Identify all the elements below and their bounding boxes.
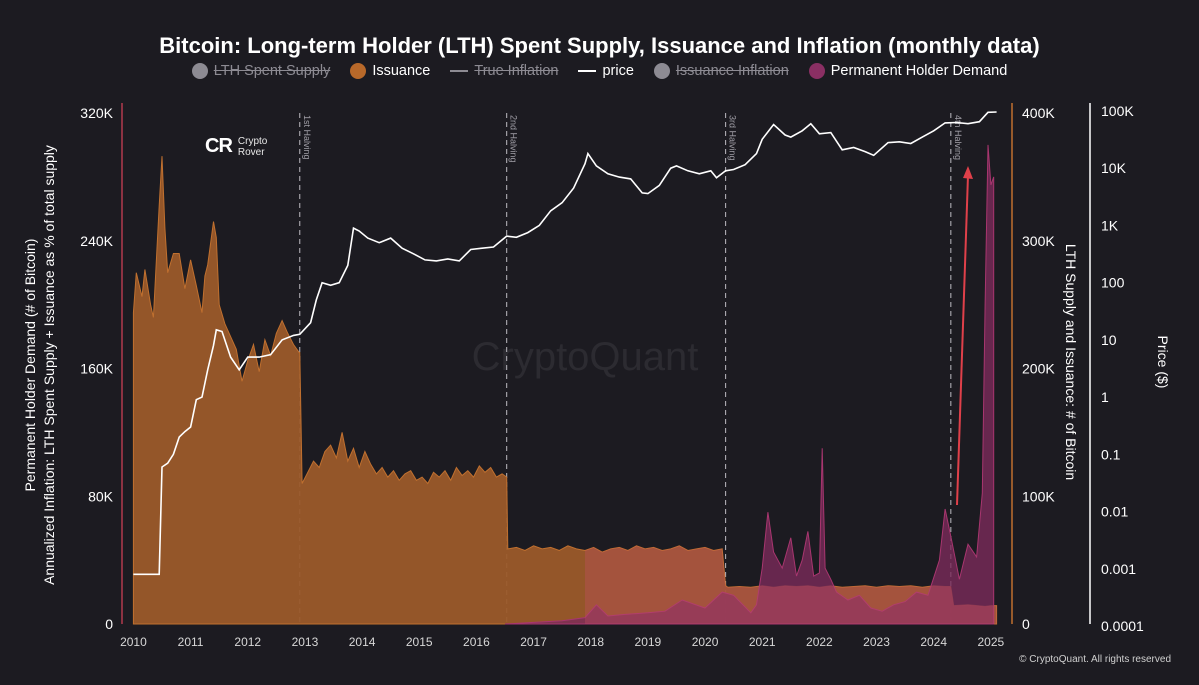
- right-tick-label: 300K: [1022, 233, 1055, 249]
- copyright-notice: © CryptoQuant. All rights reserved: [1019, 654, 1171, 665]
- halving-label: 4th Halving: [953, 115, 963, 160]
- halving-label: 2nd Halving: [509, 115, 519, 163]
- legend-label: Permanent Holder Demand: [830, 63, 1008, 79]
- legend-label: Issuance: [372, 63, 431, 79]
- issuance-demand-overlap: [585, 545, 997, 624]
- left-tick-label: 160K: [80, 361, 113, 377]
- x-tick-label: 2014: [349, 635, 376, 649]
- legend-swatch: [653, 63, 670, 79]
- x-tick-label: 2017: [520, 635, 547, 649]
- price-tick-label: 0.001: [1101, 561, 1136, 577]
- x-tick-label: 2025: [978, 635, 1005, 649]
- legend: LTH Spent Supply Issuance True Inflation pr…: [0, 63, 1199, 79]
- issuance-area: [132, 156, 998, 625]
- permanent-holder-demand-area: [504, 144, 995, 625]
- x-tick-label: 2015: [406, 635, 433, 649]
- price-line: [133, 111, 997, 576]
- legend-item-true-inflation[interactable]: True Inflation: [450, 63, 558, 79]
- legend-item-price[interactable]: price: [578, 63, 634, 79]
- x-tick-label: 2013: [292, 635, 319, 649]
- crypto-rover-logo-mark: CR: [205, 135, 233, 157]
- legend-label: Issuance Inflation: [675, 63, 789, 79]
- legend-swatch: [191, 63, 208, 79]
- trend-arrow: [956, 174, 969, 506]
- legend-swatch: [450, 70, 469, 72]
- legend-item-issuance-inflation[interactable]: Issuance Inflation: [653, 63, 789, 79]
- right-tick-label: 200K: [1022, 361, 1055, 377]
- left-tick-label: 80K: [88, 488, 114, 504]
- x-tick-label: 2020: [692, 635, 719, 649]
- trend-arrow-head: [963, 166, 973, 179]
- x-tick-label: 2012: [234, 635, 261, 649]
- x-tick-label: 2018: [577, 635, 604, 649]
- halving-label: 1st Halving: [302, 115, 312, 160]
- legend-swatch: [578, 70, 597, 72]
- x-tick-label: 2011: [178, 635, 204, 649]
- x-tick-label: 2022: [806, 635, 833, 649]
- legend-label: True Inflation: [474, 63, 559, 79]
- right-tick-label: 100K: [1022, 488, 1055, 504]
- left-tick-label: 240K: [80, 233, 113, 249]
- legend-swatch: [350, 63, 367, 79]
- x-tick-label: 2019: [635, 635, 662, 649]
- price-tick-label: 100K: [1101, 103, 1134, 119]
- price-tick-label: 0.0001: [1101, 618, 1144, 634]
- x-tick-label: 2016: [463, 635, 490, 649]
- price-tick-label: 10: [1101, 332, 1117, 348]
- x-tick-label: 2021: [749, 635, 776, 649]
- price-tick-label: 1: [1101, 389, 1109, 405]
- crypto-rover-logo-text: Crypto Rover: [238, 136, 267, 158]
- legend-label: price: [602, 63, 634, 79]
- x-tick-label: 2010: [120, 635, 147, 649]
- price-tick-label: 0.1: [1101, 446, 1121, 462]
- crypto-rover-logo: CR Crypto Rover: [205, 135, 267, 158]
- watermark: CryptoQuant: [472, 335, 699, 379]
- legend-label: LTH Spent Supply: [213, 63, 331, 79]
- price-tick-label: 10K: [1101, 160, 1127, 176]
- legend-item-permanent-holder-demand[interactable]: Permanent Holder Demand: [808, 63, 1008, 79]
- legend-item-issuance[interactable]: Issuance: [350, 63, 430, 79]
- price-tick-label: 100: [1101, 275, 1125, 291]
- legend-swatch: [808, 63, 825, 79]
- x-tick-label: 2023: [863, 635, 890, 649]
- left-tick-label: 320K: [80, 105, 113, 121]
- halving-label: 3rd Halving: [728, 115, 738, 161]
- price-tick-label: 1K: [1101, 217, 1119, 233]
- logo-line1: Crypto: [237, 135, 268, 147]
- chart-title: Bitcoin: Long-term Holder (LTH) Spent Su…: [159, 33, 1040, 58]
- right-tick-label: 0: [1022, 616, 1030, 632]
- x-tick-label: 2024: [920, 635, 947, 649]
- logo-line2: Rover: [237, 146, 265, 158]
- left-tick-label: 0: [105, 616, 113, 632]
- price-tick-label: 0.01: [1101, 504, 1128, 520]
- legend-item-lth-spent-supply[interactable]: LTH Spent Supply: [191, 63, 331, 79]
- right-tick-label: 400K: [1022, 105, 1055, 121]
